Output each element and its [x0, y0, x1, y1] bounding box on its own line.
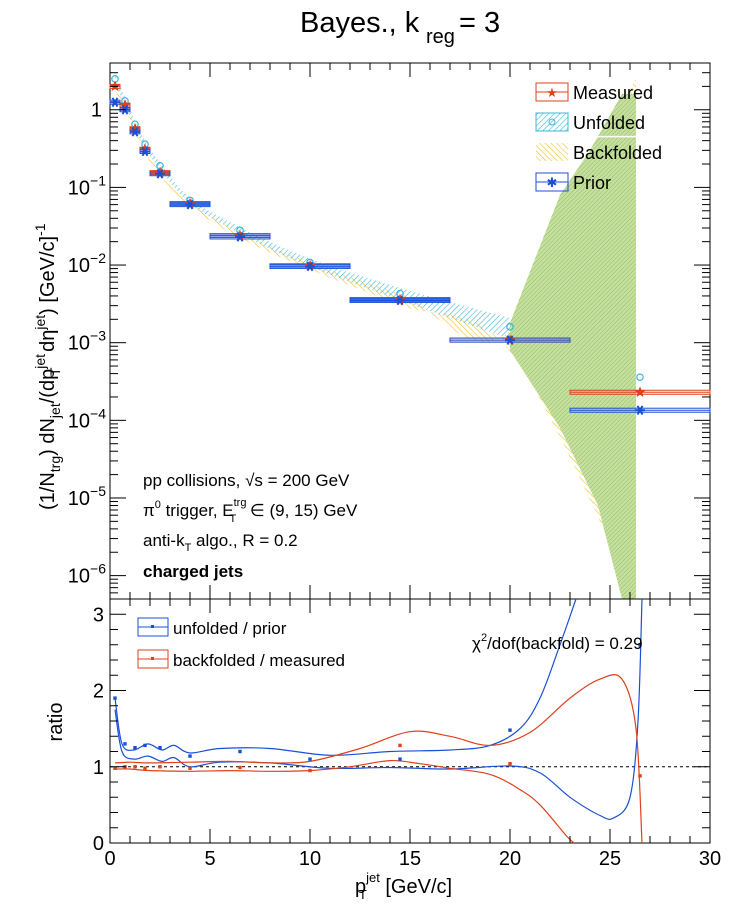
unfolded-band [115, 74, 510, 339]
ratio-unfolded-prior-point [308, 757, 312, 761]
title-sub: reg [426, 26, 455, 48]
ratio-backfolded-measured-band-lower [114, 759, 575, 844]
ratio-backfolded-measured-point [308, 768, 312, 773]
annotation-charged-jets: charged jets [143, 562, 243, 581]
prior-point [140, 146, 150, 157]
x-tick-label: 0 [104, 848, 115, 870]
measured-point [634, 386, 646, 397]
unfolded-point [506, 323, 514, 331]
unfolded-band-overlap [510, 93, 636, 600]
legend-unfolded-prior-marker [151, 625, 154, 628]
prior-point [635, 405, 645, 416]
title-tail: = 3 [459, 7, 500, 39]
top-y-tick-label: 10−5 [68, 483, 106, 510]
ratio-unfolded-prior-point [123, 742, 127, 746]
ratio-backfolded-measured-point [113, 766, 117, 770]
top-y-tick-label: 10−6 [68, 561, 106, 588]
ratio-backfolded-measured-band-upper [114, 674, 643, 844]
bottom-y-tick-label: 3 [93, 604, 104, 626]
legend-unfolded-swatch [535, 112, 569, 132]
ratio-unfolded-prior-point [398, 757, 402, 761]
x-tick-label: 15 [399, 848, 421, 870]
top-y-tick-label: 1 [91, 100, 102, 122]
x-tick-label: 20 [499, 848, 521, 870]
x-tick-label: 30 [699, 848, 721, 870]
ratio-backfolded-measured-point [238, 765, 242, 770]
prior-point [110, 97, 120, 108]
annotation-algorithm: anti-kT algo., R = 0.2 [143, 531, 298, 554]
ratio-unfolded-prior-point [143, 743, 147, 748]
annotation-trigger: π0 trigger, Etrg T ∈ (9, 15) GeV [143, 497, 358, 525]
ratio-unfolded-prior-point [238, 749, 242, 754]
legend-backfolded-measured-marker [151, 657, 154, 660]
bottom-legend: unfolded / prior backfolded / measured [137, 617, 345, 670]
prior-point [185, 199, 195, 210]
unfolded-point [636, 373, 644, 381]
ratio-backfolded-measured-point [508, 762, 512, 766]
ratio-unfolded-prior-point [188, 754, 192, 758]
legend-unfolded-prior-label: unfolded / prior [173, 619, 287, 638]
top-annotations: pp collisions, √s = 200 GeV π0 trigger, … [143, 471, 358, 581]
legend-measured-marker: ★ [546, 85, 558, 100]
bottom-y-axis-label: ratio [45, 703, 67, 742]
prior-point [505, 335, 515, 345]
legend-backfolded-label: Backfolded [573, 143, 662, 163]
ratio-unfolded-prior-point [508, 728, 512, 732]
ratio-backfolded-measured-point [133, 765, 137, 769]
top-plot-area [109, 62, 711, 600]
svg-text:(1/Ntrg) dNjet/(dpjetT dηjet): (1/Ntrg) dNjet/(dpjetT dηjet) [GeV/c]-1 [32, 223, 63, 510]
chart-title: Bayes., k reg = 3 [300, 7, 500, 48]
ratio-unfolded-prior-point [158, 745, 162, 750]
x-tick-label: 5 [204, 848, 215, 870]
bottom-y-tick-label: 1 [93, 757, 104, 779]
chi2-annotation: χ2/dof(backfold) = 0.29 [472, 632, 643, 653]
ratio-backfolded-measured-point [143, 766, 147, 770]
legend-prior-marker: ✱ [547, 175, 558, 190]
ratio-backfolded-measured-point [188, 766, 192, 770]
measured-point [119, 99, 131, 110]
prior-point [305, 261, 315, 272]
bottom-y-tick-label: 2 [93, 681, 104, 703]
top-y-tick-label: 10−2 [68, 250, 106, 277]
ratio-unfolded-prior-point [133, 745, 137, 750]
x-tick-label: 10 [299, 848, 321, 870]
prior-point [395, 295, 405, 306]
legend-unfolded-label: Unfolded [573, 113, 645, 133]
ratio-backfolded-measured-point [638, 774, 642, 778]
legend-backfolded-measured-label: backfolded / measured [173, 651, 345, 670]
prior-point [130, 126, 140, 137]
top-y-tick-label: 10−3 [68, 328, 106, 355]
x-tick-label: 25 [599, 848, 621, 870]
ratio-unfolded-prior-point [113, 696, 117, 700]
legend-measured-label: Measured [573, 83, 653, 103]
top-legend: ★ Measured Unfolded Backfolded ✱ Prior [535, 82, 662, 193]
bottom-y-tick-label: 0 [93, 833, 104, 855]
ratio-backfolded-measured-point [398, 743, 402, 748]
title-main: Bayes., k [300, 7, 420, 39]
legend-unfolded-marker [548, 118, 556, 126]
top-y-axis-label: (1/Ntrg) dNjet/(dpjetT dηjet) [GeV/c]-1 [32, 223, 63, 510]
legend-backfolded-swatch [536, 143, 568, 161]
prior-point [235, 232, 245, 242]
annotation-collisions: pp collisions, √s = 200 GeV [143, 471, 350, 490]
top-y-tick-label: 10−1 [68, 172, 106, 199]
ratio-unfolded-prior-band-lower [114, 598, 643, 820]
legend-prior-label: Prior [573, 173, 611, 193]
bottom-plot-area [109, 598, 711, 844]
ratio-unfolded-prior-point [638, 643, 642, 647]
top-y-tick-label: 10−4 [68, 405, 106, 432]
ratio-backfolded-measured-point [158, 765, 162, 769]
x-axis-label: pjet T [GeV/c] [355, 870, 452, 902]
prior-point [155, 168, 165, 179]
